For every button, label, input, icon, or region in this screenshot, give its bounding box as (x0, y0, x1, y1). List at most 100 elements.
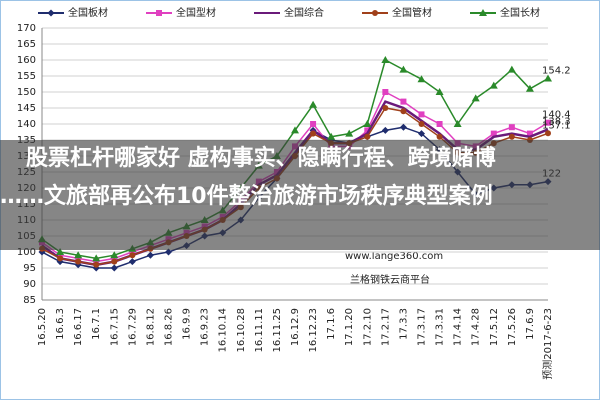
x-tick-label: 17.5.12 (489, 308, 500, 346)
x-tick-label: 17.5.26 (507, 308, 518, 346)
x-tick-label: 16.9.23 (200, 308, 211, 346)
x-tick-label: 16.8.26 (164, 308, 175, 346)
point (381, 56, 390, 63)
x-tick-label: 17.1.20 (344, 308, 355, 346)
x-tick-label: 16.6.3 (55, 308, 66, 340)
point (381, 126, 389, 134)
point (309, 100, 318, 108)
x-tick-label: 17.2.17 (380, 308, 391, 346)
y-tick-label: 170 (17, 23, 36, 34)
point (399, 65, 408, 73)
point (110, 251, 119, 259)
headline-line: 股票杠杆哪家好 虚构事实、隐瞒行程、跨境赌博 (26, 146, 496, 171)
point (92, 254, 101, 262)
point (327, 132, 336, 140)
point (436, 133, 443, 140)
x-tick-label: 17.2.10 (362, 308, 373, 346)
point (345, 129, 354, 137)
point (111, 258, 118, 265)
x-tick-label: 17.4.14 (453, 308, 464, 346)
legend-label: 全国综合 (284, 6, 324, 19)
point (129, 249, 136, 255)
watermark: 兰格钢铁云商平台 (350, 273, 430, 286)
point (156, 10, 162, 16)
point (382, 89, 389, 95)
point (93, 258, 100, 265)
point (508, 124, 515, 131)
y-tick-label: 155 (17, 71, 36, 82)
point (57, 255, 64, 262)
point (435, 88, 444, 95)
x-tick-label: 16.9.9 (182, 308, 193, 340)
y-tick-label: 145 (17, 103, 36, 114)
end-value-label: 138.3 (542, 116, 571, 127)
point (436, 121, 443, 127)
point (74, 251, 83, 259)
point (363, 120, 372, 127)
x-tick-label: 16.12.9 (290, 308, 301, 346)
y-tick-label: 165 (17, 39, 36, 50)
point (417, 75, 426, 83)
point (545, 119, 551, 126)
point (479, 9, 487, 16)
x-tick-label: 17.3.31 (435, 308, 446, 346)
x-tick-label: 17.3.3 (398, 308, 409, 340)
end-value-label: 137.1 (542, 120, 571, 131)
x-tick-label: 17.3.17 (417, 308, 428, 346)
point (490, 130, 497, 137)
point (310, 130, 317, 137)
x-tick-label: 16.7.15 (109, 308, 120, 346)
point (146, 251, 154, 259)
point (372, 10, 378, 16)
x-tick-label: 16.7.1 (91, 308, 102, 340)
y-tick-label: 150 (17, 87, 36, 98)
y-tick-label: 85 (23, 295, 36, 306)
point (544, 74, 552, 82)
point (93, 261, 100, 268)
point (471, 94, 480, 102)
point (47, 9, 55, 17)
point (508, 133, 515, 140)
point (400, 98, 407, 105)
point (418, 111, 425, 118)
point (75, 258, 82, 265)
x-tick-label: 16.11.25 (272, 308, 283, 353)
point (111, 255, 118, 262)
point (310, 121, 317, 127)
legend-label: 全国管材 (392, 6, 432, 19)
y-tick-label: 140 (17, 119, 36, 130)
x-tick-label: 16.11.11 (254, 308, 265, 353)
point (165, 248, 172, 256)
point (545, 130, 551, 137)
x-tick-label: 16.10.28 (236, 308, 247, 353)
y-tick-label: 90 (23, 279, 36, 290)
legend-label: 全国板材 (68, 6, 108, 19)
legend-label: 全国长材 (500, 6, 540, 19)
end-value-label: 154.2 (542, 66, 571, 77)
x-tick-label: 16.5.20 (37, 308, 48, 346)
point (399, 123, 407, 131)
legend-label: 全国型材 (176, 6, 216, 19)
point (75, 255, 82, 262)
point (364, 133, 371, 140)
point (57, 252, 64, 259)
point (56, 248, 65, 255)
point (364, 127, 371, 134)
x-tick-label: 16.7.29 (127, 308, 138, 346)
headline-banner: 股票杠杆哪家好 虚构事实、隐瞒行程、跨境赌博 ……文旅部再公布10件整治旅游市场… (0, 140, 600, 250)
x-tick-label: 16.8.12 (145, 308, 156, 346)
x-tick-label: 17.4.28 (471, 308, 482, 346)
point (291, 126, 299, 134)
point (453, 120, 462, 127)
x-tick-label: 预测2017-6-23 (541, 308, 554, 380)
point (128, 258, 136, 266)
x-tick-label: 17.1.6 (326, 308, 337, 340)
point (400, 108, 407, 115)
x-tick-label: 16.6.17 (73, 308, 84, 346)
point (526, 130, 533, 137)
y-tick-label: 95 (23, 263, 36, 274)
point (129, 252, 136, 259)
y-tick-label: 100 (17, 247, 36, 258)
point (507, 65, 516, 73)
